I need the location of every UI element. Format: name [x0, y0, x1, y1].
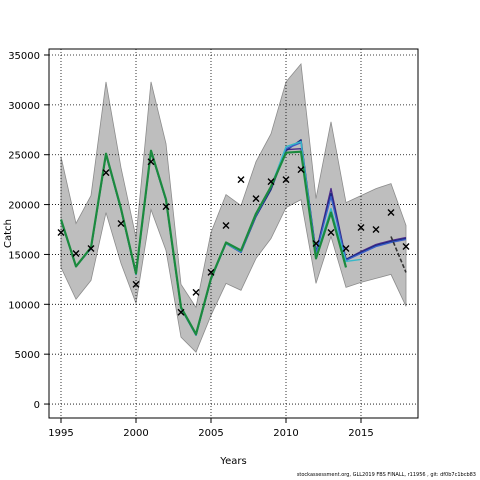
observed-point — [312, 239, 320, 247]
observed-point — [237, 176, 245, 184]
y-tick-label: 30000 — [8, 101, 40, 112]
observed-point — [402, 242, 410, 250]
confidence-band — [60, 63, 407, 353]
y-tick-label: 35000 — [8, 51, 40, 62]
series-lines — [59, 139, 407, 336]
observed-point — [222, 222, 230, 230]
observed-point — [72, 249, 80, 257]
observed-point — [282, 176, 290, 184]
x-tick-label: 2000 — [123, 428, 148, 439]
observed-point — [162, 203, 170, 211]
observed-point — [372, 226, 380, 234]
observed-point — [357, 224, 365, 232]
observed-point — [87, 244, 95, 252]
y-tick-label: 0 — [34, 400, 40, 411]
series-line-primary — [59, 149, 348, 336]
x-tick-label: 2015 — [348, 428, 373, 439]
observed-points — [57, 158, 410, 316]
x-axis-label: Years — [219, 456, 246, 467]
observed-point — [252, 195, 260, 203]
observed-point — [327, 229, 335, 236]
observed-point — [177, 308, 185, 316]
observed-point — [267, 178, 275, 186]
series-line-projection — [390, 236, 407, 273]
confidence-band-area — [60, 63, 407, 353]
observed-point — [342, 244, 350, 252]
observed-point — [297, 166, 305, 174]
y-axis: 0 5000 10000 15000 20000 25000 30000 35000 — [8, 51, 49, 411]
plot-frame — [48, 48, 419, 419]
y-tick-label: 15000 — [8, 250, 40, 261]
footer-text: stockassessment.org, GLL2019 FBS FINALL,… — [296, 472, 476, 478]
x-tick-label: 2010 — [273, 428, 298, 439]
observed-point — [207, 268, 215, 276]
y-tick-label: 20000 — [8, 201, 40, 212]
y-axis-label: Catch — [3, 219, 14, 248]
x-axis: 1995 2000 2005 2010 2015 — [48, 418, 374, 439]
observed-point — [387, 209, 395, 217]
observed-point — [57, 229, 65, 236]
y-tick-label: 25000 — [8, 151, 40, 162]
y-tick-label: 10000 — [8, 300, 40, 311]
observed-point — [117, 220, 125, 228]
x-tick-label: 2005 — [198, 428, 223, 439]
x-tick-label: 1995 — [48, 428, 73, 439]
observed-point — [192, 288, 200, 296]
y-tick-label: 5000 — [15, 350, 40, 361]
observed-point — [147, 158, 155, 166]
observed-point — [132, 280, 140, 288]
observed-point — [102, 169, 110, 177]
